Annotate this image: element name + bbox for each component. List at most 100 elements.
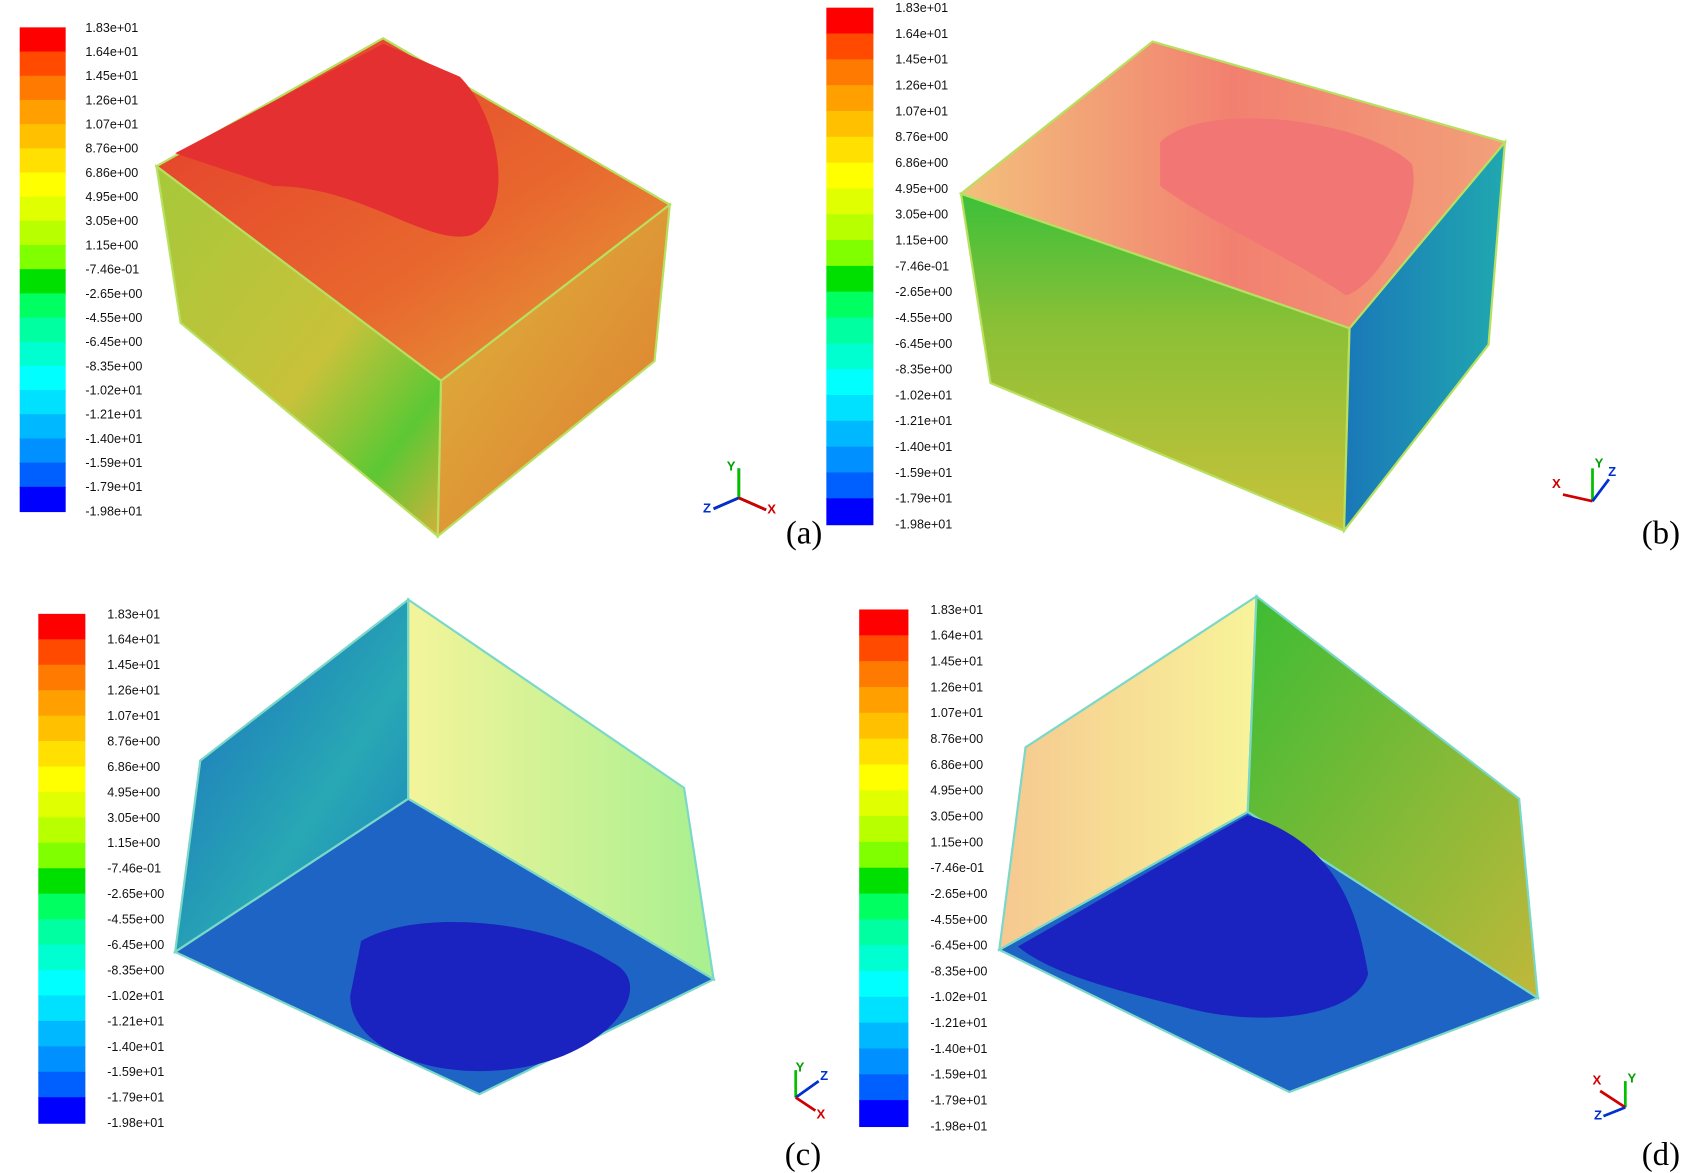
colorbar-label: 8.76e+00: [85, 142, 138, 156]
colorbar-band: [859, 945, 909, 973]
panel-label: (a): [786, 516, 822, 552]
box-c: [172, 597, 716, 1096]
colorbar-label: 1.07e+01: [895, 104, 948, 118]
colorbar-band: [826, 420, 874, 448]
colorbar-label: 6.86e+00: [895, 156, 948, 170]
colorbar-band: [826, 498, 874, 526]
colorbar-label: -1.98e+01: [930, 1119, 987, 1133]
colorbar-label: -8.35e+00: [895, 363, 952, 377]
colorbar-label: -4.55e+00: [930, 913, 987, 927]
axis-letter: X: [1552, 476, 1561, 491]
axis-letter: X: [816, 1106, 825, 1121]
colorbar-band: [19, 269, 66, 295]
colorbar-label: -2.65e+00: [107, 887, 164, 901]
colorbar-label: 1.15e+00: [107, 836, 160, 850]
colorbar-label: -2.65e+00: [895, 285, 952, 299]
axis-letter: Y: [1595, 455, 1604, 470]
colorbar-label: 4.95e+00: [930, 784, 983, 798]
colorbar-label: -2.65e+00: [930, 887, 987, 901]
colorbar-label: -1.21e+01: [930, 1016, 987, 1030]
axis-letter: Z: [820, 1068, 828, 1083]
colorbar-band: [38, 919, 86, 946]
colorbar-label: -1.40e+01: [930, 1042, 987, 1056]
colorbar-label: 3.05e+00: [930, 809, 983, 823]
axis-letter: Y: [796, 1059, 805, 1074]
colorbar-band: [19, 124, 66, 150]
colorbar-label: 1.45e+01: [930, 655, 983, 669]
colorbar-label: -6.45e+00: [85, 335, 142, 349]
colorbar-label: 3.05e+00: [85, 214, 138, 228]
colorbar-band: [859, 1100, 909, 1128]
colorbar-band: [19, 462, 66, 488]
axis-letter: Z: [1608, 464, 1616, 479]
colorbar-label: -8.35e+00: [85, 359, 142, 373]
colorbar-band: [19, 438, 66, 464]
colorbar-band: [19, 172, 66, 198]
colorbar-label: 1.64e+01: [107, 633, 160, 647]
colorbar-band: [826, 317, 874, 345]
colorbar-band: [826, 265, 874, 293]
colorbar-band: [38, 970, 86, 997]
colorbar-label: -2.65e+00: [85, 287, 142, 301]
colorbar-band: [38, 944, 86, 972]
colorbar-band: [826, 214, 874, 242]
colorbar-label: 1.64e+01: [930, 629, 983, 643]
colorbar-band: [38, 868, 86, 895]
colorbar-label: 3.05e+00: [107, 811, 160, 825]
panel-label: (d): [1642, 1137, 1680, 1173]
colorbar-band: [859, 686, 909, 714]
colorbar-label: 1.26e+01: [107, 684, 160, 698]
colorbar-label: -1.40e+01: [107, 1040, 164, 1054]
colorbar-label: -7.46e-01: [895, 259, 949, 273]
colorbar-band: [19, 486, 66, 513]
colorbar-band: [826, 188, 874, 216]
colorbar-label: -1.79e+01: [930, 1094, 987, 1108]
colorbar-band: [859, 609, 909, 637]
colorbar-band: [826, 343, 874, 371]
colorbar-label: 1.64e+01: [85, 45, 138, 59]
colorbar-label: -7.46e-01: [107, 862, 161, 876]
colorbar-band: [826, 136, 874, 164]
panel-label: (b): [1642, 516, 1680, 552]
colorbar-band: [19, 414, 66, 440]
colorbar-label: 4.95e+00: [895, 182, 948, 196]
box-d: [996, 594, 1541, 1094]
colorbar-band: [859, 764, 909, 792]
colorbar-band: [19, 148, 66, 174]
axis-letter: Y: [727, 459, 736, 474]
colorbar-band: [826, 7, 874, 35]
colorbar-label: -1.98e+01: [107, 1116, 164, 1130]
colorbar-label: 8.76e+00: [930, 732, 983, 746]
colorbar-label: -1.79e+01: [107, 1091, 164, 1105]
colorbar-band: [38, 715, 86, 743]
colorbar-band: [859, 841, 909, 869]
colorbar-band: [826, 369, 874, 397]
colorbar-label: 8.76e+00: [895, 130, 948, 144]
box-b: [958, 40, 1507, 535]
colorbar-label: 1.26e+01: [930, 680, 983, 694]
colorbar-label: -1.21e+01: [895, 414, 952, 428]
axis-letter: X: [767, 501, 776, 516]
axis-letter: Y: [1628, 1070, 1637, 1085]
colorbar-band: [826, 110, 874, 138]
colorbar-band: [859, 893, 909, 921]
colorbar-band: [19, 341, 66, 368]
colorbar-band: [859, 971, 909, 998]
colorbar-band: [859, 816, 909, 843]
colorbar-label: 6.86e+00: [85, 166, 138, 180]
colorbar-label: -1.98e+01: [895, 518, 952, 532]
colorbar-label: -4.55e+00: [107, 913, 164, 927]
axis-letter: Z: [1594, 1108, 1602, 1123]
colorbar-band: [19, 99, 66, 126]
colorbar-band: [38, 1097, 86, 1124]
colorbar-label: 6.86e+00: [107, 760, 160, 774]
colorbar-band: [19, 244, 66, 271]
colorbar-label: 1.26e+01: [85, 93, 138, 107]
colorbar-label: 4.95e+00: [107, 785, 160, 799]
colorbar-band: [859, 1074, 909, 1102]
colorbar-label: 1.45e+01: [895, 53, 948, 67]
colorbar-label: -1.59e+01: [107, 1065, 164, 1079]
colorbar-band: [38, 766, 86, 794]
colorbar-band: [859, 661, 909, 689]
colorbar-band: [19, 365, 66, 392]
